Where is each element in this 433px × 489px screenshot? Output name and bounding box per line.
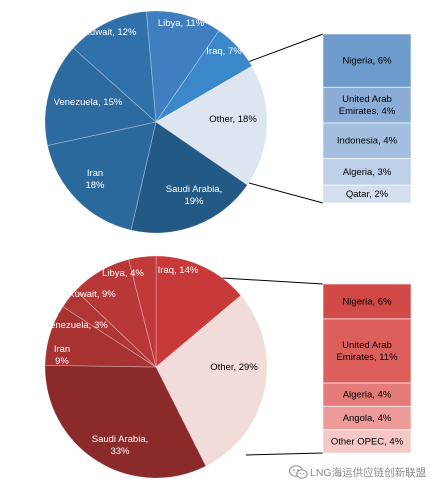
pie-slice (62, 289, 157, 368)
pie-chart-1: Libya, 11% Iraq, 7% Other, 18% Saudi Arabia… (44, 10, 412, 234)
pie-slice (128, 255, 157, 368)
watermark-text: LNG海运供应链创新联盟 (310, 467, 427, 479)
breakdown-segment (322, 283, 412, 320)
slice-label: Other, 18% (209, 114, 257, 125)
pie-slice (47, 121, 157, 231)
breakdown-label: Indonesia, 4% (337, 136, 398, 147)
pie-slice (155, 255, 242, 368)
slice-label: Kuwait, 9% (68, 289, 116, 300)
pie-slice (130, 121, 248, 234)
breakdown-label: Qatar, 2% (346, 189, 389, 200)
slice-label: Venezuela, 15% (54, 97, 123, 108)
slice-label: Venezuela, 3% (44, 320, 108, 331)
pie-slice (155, 65, 268, 186)
slice-label: Saudi Arabia, 19% (166, 184, 223, 207)
breakdown-segment (322, 318, 412, 384)
breakdown-segment (322, 184, 412, 204)
breakdown-segment (322, 33, 412, 88)
connector-line-top (247, 33, 324, 63)
slice-label: Iran 9% (54, 344, 70, 367)
pie-slice (44, 306, 158, 368)
pie-slice (145, 10, 220, 124)
connector-line-top (221, 277, 324, 285)
pie-slice (72, 10, 157, 123)
slice-label: Libya, 11% (158, 18, 205, 29)
pie-slice (44, 364, 207, 479)
slice-label: Kuwait, 12% (84, 27, 137, 38)
breakdown-label: United Arab Emirates, 4% (339, 94, 396, 117)
breakdown-label: Angola, 4% (343, 413, 392, 424)
slice-label: Iraq, 14% (158, 265, 199, 276)
breakdown-label: United Arab Emirates, 11% (336, 340, 398, 363)
breakdown-label: Algeria, 3% (343, 167, 392, 178)
pie-slice (44, 47, 157, 146)
slice-label: Iran 18% (85, 168, 105, 191)
watermark: LNG海运供应链创新联盟 (288, 463, 428, 481)
pie-slice (155, 294, 268, 467)
slice-label: Other, 29% (210, 362, 258, 373)
slice-label: Libya, 4% (102, 268, 144, 279)
wechat-logo-icon (288, 465, 308, 479)
pie-slice (155, 30, 253, 123)
breakdown-label: Algeria, 4% (343, 390, 392, 401)
pie-chart-2: Iraq, 14% Other, 29% Saudi Arabia, 33% Iran 9… (44, 255, 412, 479)
slice-label: Saudi Arabia, 33% (92, 434, 149, 457)
breakdown-label: Nigeria, 6% (342, 56, 392, 67)
connector-line-bottom (248, 182, 324, 204)
breakdown-segment (322, 429, 412, 454)
breakdown-segment (322, 122, 412, 160)
connector-line-bottom (245, 452, 324, 456)
pie-slice (75, 258, 157, 369)
slice-label: Iraq, 7% (206, 46, 242, 57)
breakdown-label: Nigeria, 6% (342, 296, 392, 307)
breakdown-label: Other OPEC, 4% (331, 436, 404, 447)
